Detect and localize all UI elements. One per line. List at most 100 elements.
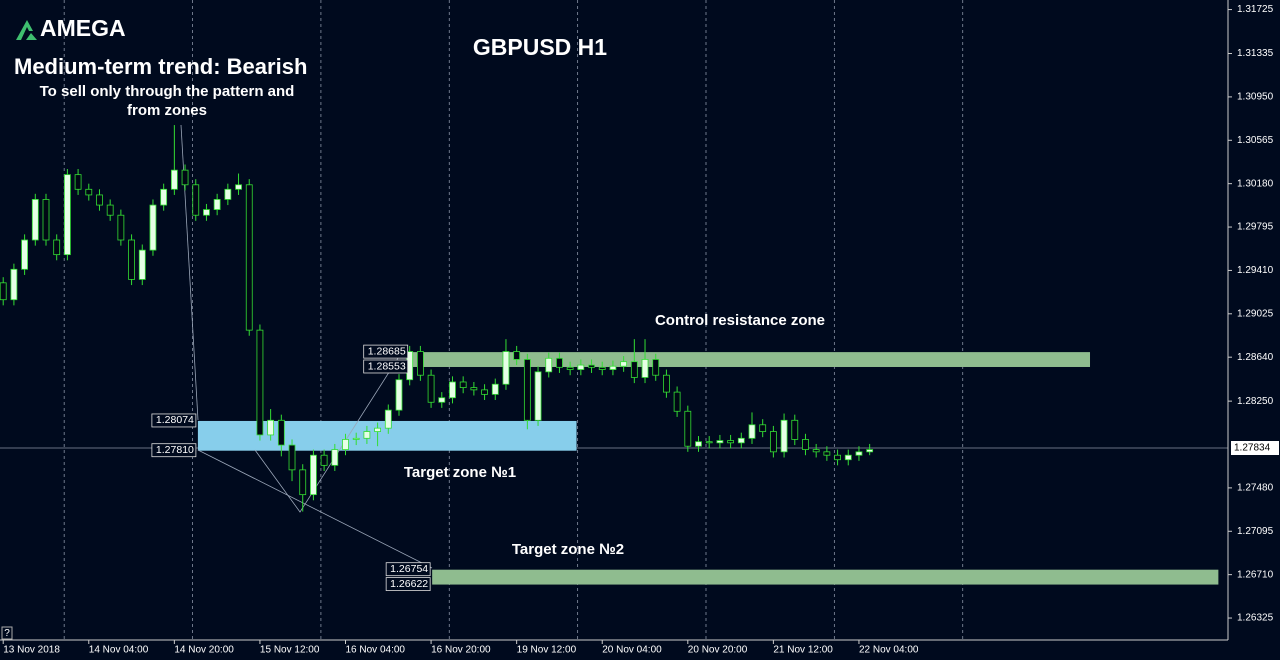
candle-body xyxy=(384,409,392,429)
candle-body xyxy=(620,361,628,367)
candle-body xyxy=(823,451,831,456)
y-tick-label: 1.31335 xyxy=(1237,48,1274,59)
candle-body xyxy=(10,268,18,301)
candle-body xyxy=(491,383,499,395)
x-tick-label: 15 Nov 12:00 xyxy=(260,645,320,656)
candle-body xyxy=(438,397,446,403)
y-tick-label: 1.27095 xyxy=(1237,526,1274,537)
y-tick-label: 1.30565 xyxy=(1237,135,1274,146)
candle-body xyxy=(0,282,7,301)
candle-body xyxy=(352,437,360,440)
candle-body xyxy=(577,364,585,370)
candle-body xyxy=(267,419,275,436)
candle-body xyxy=(545,357,553,373)
y-tick-label: 1.30950 xyxy=(1237,92,1274,103)
candle-body xyxy=(288,444,296,471)
note-text: from zones xyxy=(127,102,207,119)
logo-text: AMEGA xyxy=(40,15,126,41)
candle-body xyxy=(224,188,232,200)
trend-line xyxy=(180,124,199,421)
pattern-line xyxy=(254,354,401,513)
candle-body xyxy=(834,454,841,461)
candle-body xyxy=(855,451,863,456)
candle-body xyxy=(684,410,692,447)
candle-body xyxy=(128,239,135,280)
candle-body xyxy=(513,351,521,360)
candle-body xyxy=(844,454,852,461)
price-label: 1.27834 xyxy=(1234,443,1271,454)
candle-body xyxy=(256,329,264,436)
x-tick-label: 20 Nov 04:00 xyxy=(602,645,662,656)
candle-body xyxy=(716,440,724,444)
zone-label: 1.26622 xyxy=(390,578,428,590)
zone-label-box xyxy=(151,443,197,458)
x-tick-label: 14 Nov 04:00 xyxy=(89,645,149,656)
candle-body xyxy=(138,249,146,280)
zone-label: 1.28553 xyxy=(368,360,406,372)
candle-body xyxy=(769,431,777,453)
y-tick-label: 1.28250 xyxy=(1237,396,1274,407)
chart-title: GBPUSD H1 xyxy=(473,34,607,60)
candle-body xyxy=(106,204,114,216)
candle-body xyxy=(812,449,820,453)
candle-body xyxy=(556,357,563,368)
candle-body xyxy=(780,419,788,453)
candle-body xyxy=(588,364,595,368)
candle-body xyxy=(395,379,403,411)
candle-body xyxy=(449,381,456,399)
candle-body xyxy=(149,204,157,251)
candle-body xyxy=(310,454,317,496)
x-tick-label: 16 Nov 04:00 xyxy=(346,645,406,656)
y-tick-label: 1.31725 xyxy=(1237,4,1274,15)
candle-body xyxy=(181,169,189,186)
y-tick-label: 1.28640 xyxy=(1237,352,1274,363)
candle-body xyxy=(652,359,660,376)
logo: AMEGA xyxy=(16,15,126,41)
candle-body xyxy=(235,184,242,190)
zone-label-box xyxy=(151,413,197,428)
candle-body xyxy=(705,441,713,444)
note-text: To sell only through the pattern and xyxy=(40,83,295,100)
zone-title: Target zone №1 xyxy=(404,464,516,481)
zone-layer xyxy=(197,352,1219,585)
x-tick-label: 22 Nov 04:00 xyxy=(859,645,919,656)
candle-body xyxy=(502,351,510,385)
y-tick-label: 1.26710 xyxy=(1237,569,1274,580)
candle-body xyxy=(759,424,767,432)
help-text[interactable]: ? xyxy=(4,628,10,639)
candle-body xyxy=(459,381,467,389)
candle-body xyxy=(203,209,210,216)
candle-body xyxy=(299,469,307,496)
x-tick-label: 16 Nov 20:00 xyxy=(431,645,491,656)
zone-label-box xyxy=(363,359,409,374)
candle-body xyxy=(96,194,103,206)
candle-body xyxy=(802,439,809,450)
label-layer: 1.31725 1.31335 1.30950 1.30565 1.30180 1.297… xyxy=(2,4,1279,656)
candle-body xyxy=(245,184,253,331)
y-tick-label: 1.26325 xyxy=(1237,613,1274,624)
y-tick-label: 1.29025 xyxy=(1237,308,1274,319)
candle-body xyxy=(363,431,371,439)
zone-title: Control resistance zone xyxy=(655,312,825,329)
candle-body xyxy=(737,437,745,444)
candle-body xyxy=(117,214,125,241)
zone-label-box xyxy=(385,577,431,591)
candle-body xyxy=(320,454,328,466)
candle-body xyxy=(866,449,874,453)
candle-body xyxy=(374,427,381,432)
candle-body xyxy=(534,371,542,421)
candle-body xyxy=(641,359,649,378)
candle-body xyxy=(416,351,424,376)
candle-body xyxy=(74,174,82,190)
candle-layer xyxy=(0,125,874,512)
y-tick-label: 1.30180 xyxy=(1237,178,1274,189)
zone-label-box xyxy=(385,562,431,577)
candle-body xyxy=(42,199,50,241)
x-tick-label: 21 Nov 12:00 xyxy=(773,645,833,656)
trend-line xyxy=(197,449,433,569)
candle-body xyxy=(53,239,61,256)
zone xyxy=(432,569,1219,585)
x-tick-label: 14 Nov 20:00 xyxy=(174,645,234,656)
help-box[interactable] xyxy=(1,626,13,640)
